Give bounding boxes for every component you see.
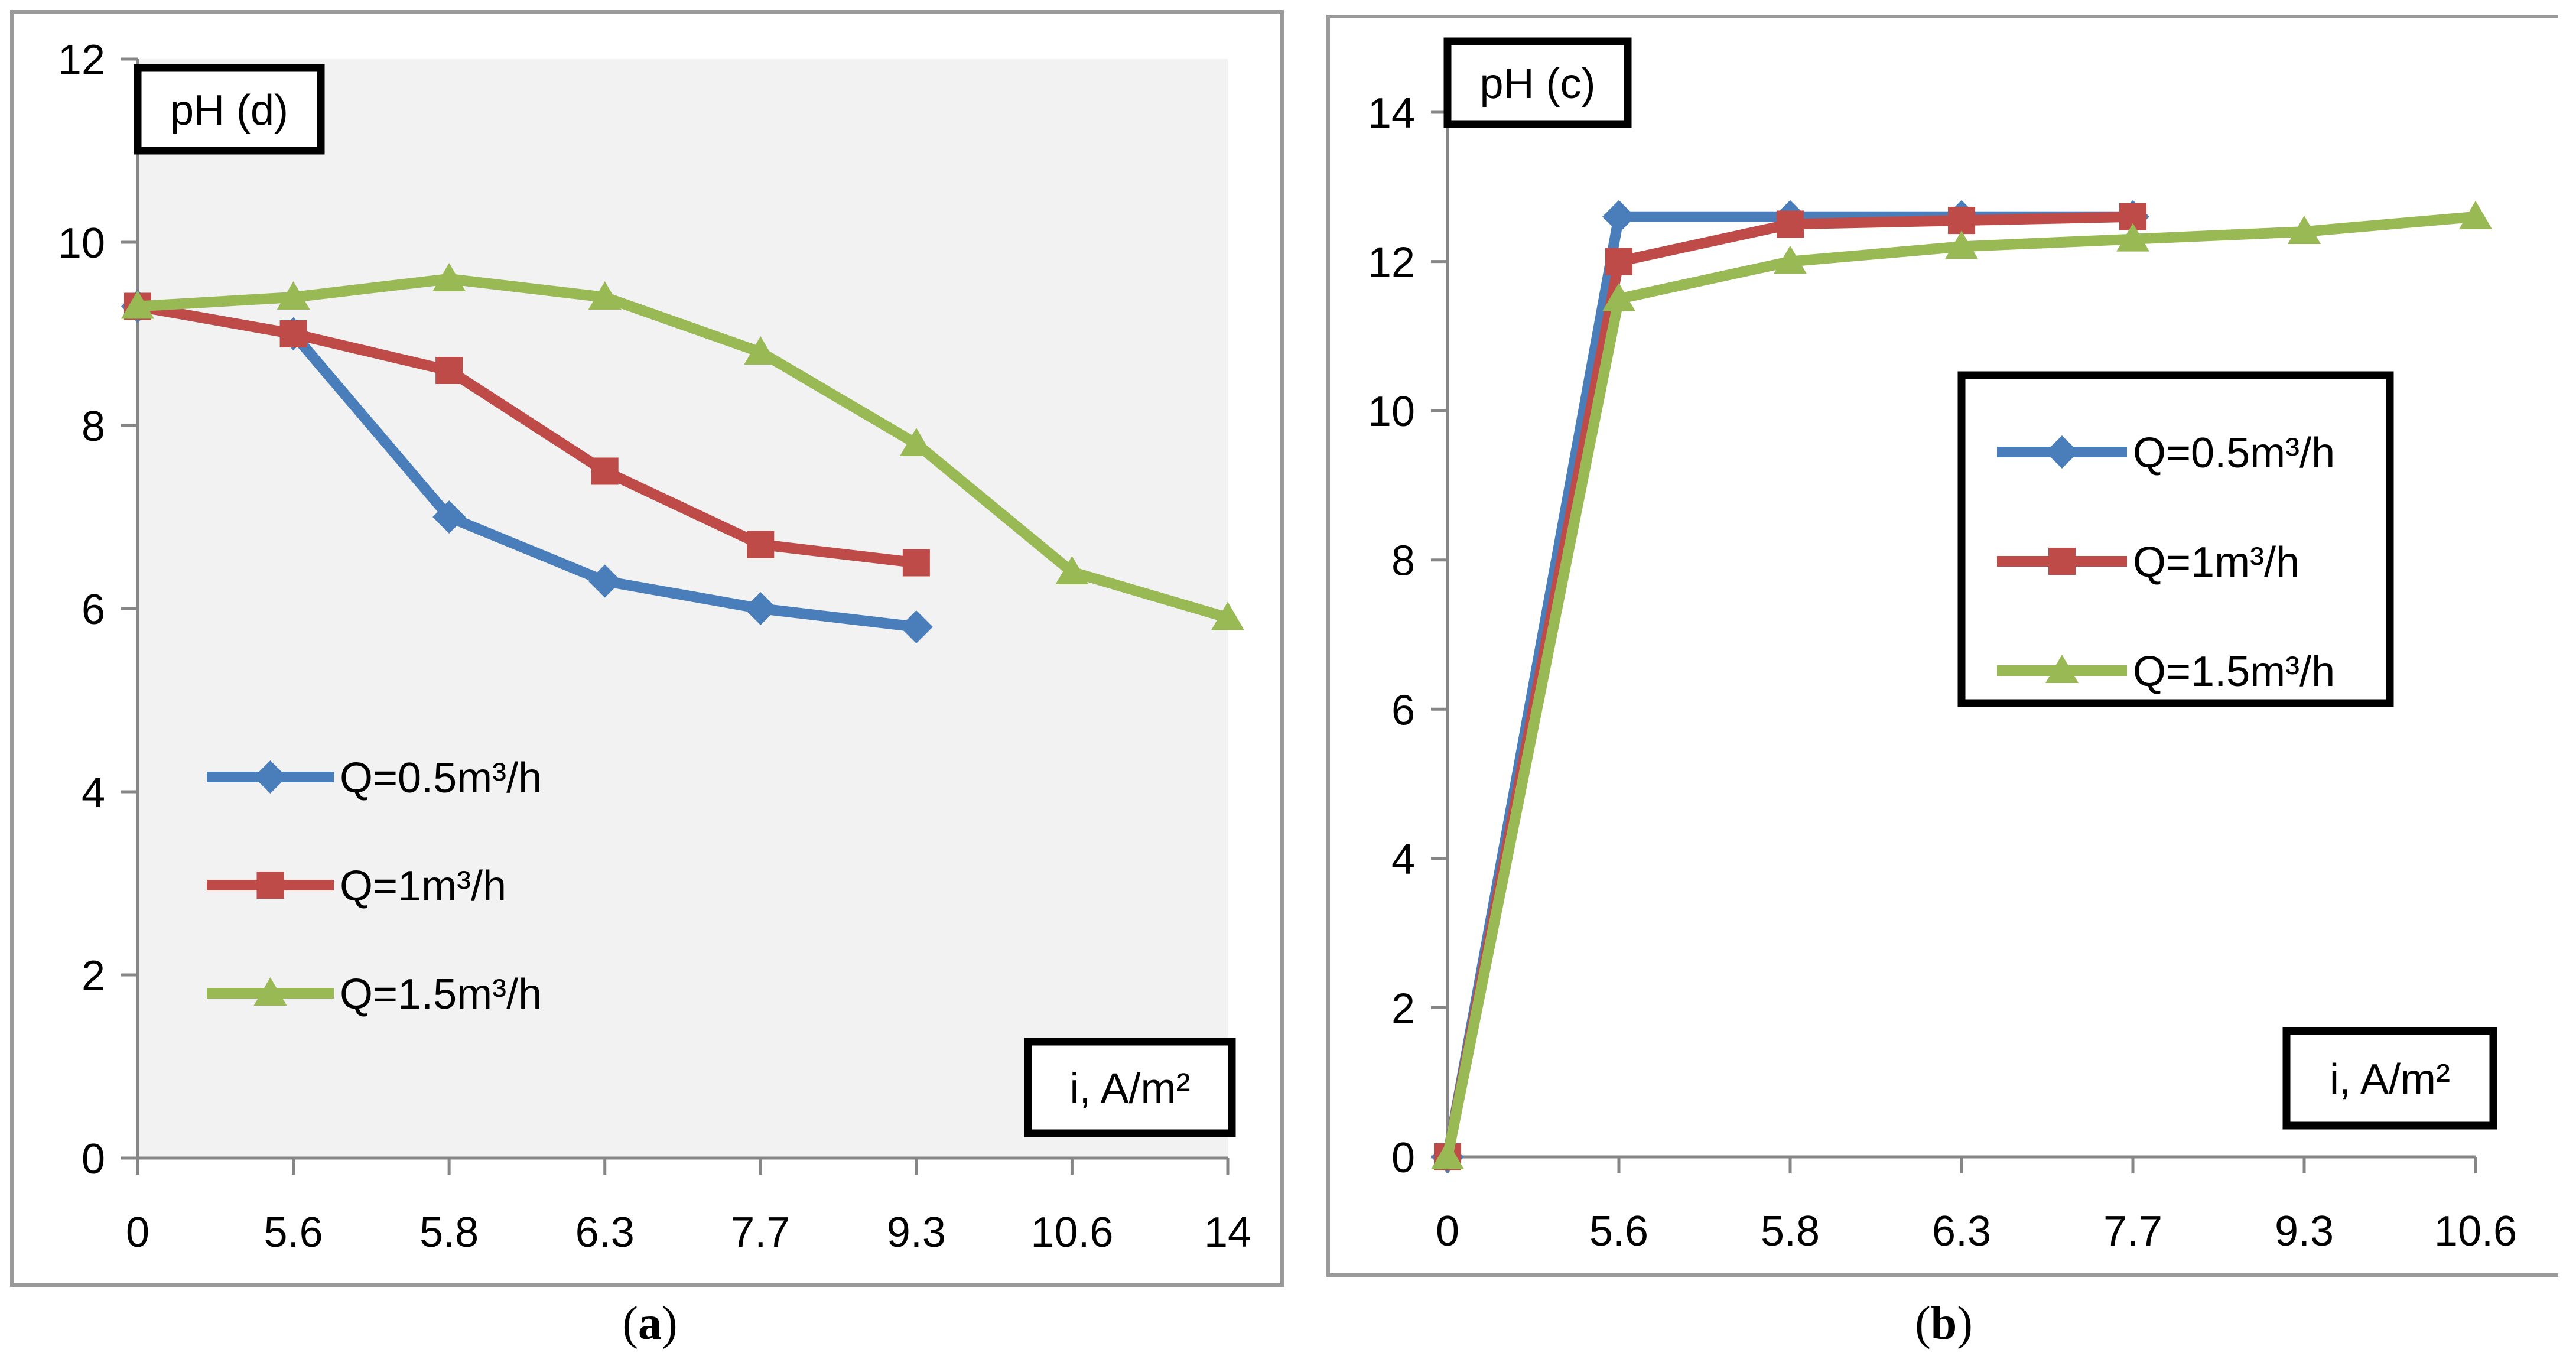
chart-a-y-tick-label: 0	[82, 1136, 105, 1183]
chart-b-legend-entry: Q=1m³/h	[1997, 539, 2299, 586]
chart-a-series-line	[132, 274, 1233, 623]
chart-b-svg: 0 2 4 6 8 10 12 14 0 5.6 5.8 6.3 7.7 9.3 10.6 pH (c) i, …	[1326, 15, 2558, 1277]
chart-a-legend-marker	[256, 872, 284, 899]
chart-a-legend-label: Q=1m³/h	[340, 863, 506, 910]
chart-b-y-tick-label: 8	[1391, 538, 1415, 585]
chart-b-legend-marker	[2045, 435, 2079, 469]
chart-a-data-point	[1211, 601, 1244, 630]
chart-b-y-tick-label: 6	[1391, 687, 1415, 734]
chart-b-xlabel: i, A/m²	[2330, 1056, 2450, 1103]
chart-a-x-tick-label: 14	[1204, 1209, 1251, 1256]
chart-b-legend-marker	[2045, 655, 2079, 683]
chart-b-x-tick-label: 10.6	[2434, 1208, 2517, 1255]
chart-b-x-tick-label: 0	[1436, 1208, 1459, 1255]
chart-a-x-tick-label: 0	[126, 1209, 149, 1256]
chart-a-data-point	[899, 428, 933, 456]
chart-b-xlabel-box	[2282, 1027, 2497, 1130]
chart-b-x-tick-label: 9.3	[2275, 1208, 2334, 1255]
chart-a-y-tick-label: 10	[58, 220, 105, 267]
chart-b-data-point	[1431, 1141, 1464, 1169]
chart-a-x-tick-label: 7.7	[731, 1209, 790, 1256]
chart-a-data-point	[1055, 556, 1089, 584]
chart-a-x-tick-label: 5.8	[419, 1209, 479, 1256]
chart-a-data-point	[121, 290, 154, 319]
chart-a-data-point	[277, 281, 310, 310]
chart-a-data-point	[432, 263, 466, 291]
chart-b-y-tick-label: 10	[1368, 388, 1415, 435]
chart-b-data-point	[1774, 245, 1807, 274]
chart-b-y-tick-label: 14	[1368, 90, 1415, 137]
chart-b-legend-label: Q=1m³/h	[2133, 539, 2299, 586]
chart-a-y-tick-label: 12	[58, 37, 105, 84]
chart-a-y-tick-label: 2	[82, 952, 105, 1000]
chart-a-ylabel-box	[134, 64, 325, 155]
chart-b-data-point	[1945, 230, 1978, 259]
chart-a-legend-marker	[253, 760, 287, 794]
chart-a-legend-marker	[253, 977, 287, 1006]
chart-b-series-2	[1431, 200, 2492, 1169]
chart-a-xlabel: i, A/m²	[1069, 1065, 1190, 1113]
chart-b-y-tick-label: 2	[1391, 985, 1415, 1032]
chart-b-x-tick-label: 5.8	[1761, 1208, 1820, 1255]
chart-b-data-point	[2459, 200, 2492, 229]
chart-b-x-tick-label: 7.7	[2103, 1208, 2162, 1255]
chart-a-data-point	[588, 281, 622, 310]
chart-a-plot-area	[138, 59, 1228, 1158]
chart-a-data-point	[747, 531, 775, 558]
chart-a-legend-entry: Q=1.5m³/h	[207, 971, 542, 1018]
chart-b-y-tick-label: 4	[1391, 836, 1415, 883]
chart-b-data-point	[1948, 207, 1975, 235]
chart-b-x-tick-label: 6.3	[1932, 1208, 1991, 1255]
chart-a-series-line	[132, 301, 922, 568]
chart-a-data-point	[588, 564, 622, 598]
chart-b-legend-marker	[2048, 548, 2076, 575]
chart-a-legend-entry: Q=1m³/h	[207, 863, 506, 910]
chart-b-legend-entry: Q=1.5m³/h	[1997, 648, 2335, 695]
chart-b-data-point	[1602, 282, 1635, 311]
chart-a-x-tick-label: 6.3	[575, 1209, 635, 1256]
chart-a-xlabel-box	[1024, 1038, 1236, 1137]
chart-a-series-2	[121, 263, 1244, 630]
chart-a-legend-entry: Q=0.5m³/h	[207, 755, 542, 802]
chart-a-data-point	[899, 610, 933, 643]
chart-b-ylabel-box	[1443, 37, 1632, 128]
chart-b-data-point	[1602, 200, 1635, 233]
chart-b-legend-label: Q=0.5m³/h	[2133, 430, 2335, 477]
chart-a-data-point	[279, 320, 307, 347]
chart-a-legend-label: Q=1.5m³/h	[340, 971, 542, 1018]
chart-a-x-tick-label: 10.6	[1030, 1209, 1113, 1256]
chart-b-x-tick-label: 5.6	[1589, 1208, 1648, 1255]
chart-a-data-point	[744, 592, 778, 625]
chart-b-data-point	[1777, 210, 1804, 238]
chart-a-x-tick-label: 9.3	[887, 1209, 946, 1256]
chart-b-legend-entry: Q=0.5m³/h	[1997, 430, 2335, 477]
chart-b-y-tick-label: 12	[1368, 239, 1415, 287]
chart-a-data-point	[432, 500, 466, 534]
chart-a-y-tick-label: 6	[82, 586, 105, 633]
chart-a-data-point	[591, 457, 619, 485]
chart-a-data-point	[435, 357, 463, 384]
chart-a-y-tick-label: 4	[82, 769, 105, 817]
chart-a-data-point	[744, 336, 778, 365]
chart-a-data-point	[902, 549, 930, 577]
chart-b-data-point	[2288, 216, 2321, 245]
chart-a-y-tick-label: 8	[82, 403, 105, 450]
chart-b-data-point	[1605, 248, 1632, 275]
chart-b-legend-box	[1957, 371, 2394, 707]
chart-b-legend-label: Q=1.5m³/h	[2133, 648, 2335, 695]
chart-a-ylabel: pH (d)	[170, 87, 288, 134]
chart-b-y-tick-label: 0	[1391, 1134, 1415, 1182]
chart-a-svg: 0 2 4 6 8 10 12 0 5.6 5.8 6.3 7.7 9.3 10.6 14 pH (d) i, …	[10, 10, 1284, 1287]
chart-a-legend-label: Q=0.5m³/h	[340, 755, 542, 802]
chart-a-x-tick-label: 5.6	[264, 1209, 323, 1256]
caption-a: (a)	[622, 1298, 678, 1350]
chart-b-ylabel: pH (c)	[1480, 60, 1596, 108]
chart-b-data-point	[2116, 223, 2149, 252]
caption-b: (b)	[1915, 1298, 1973, 1350]
